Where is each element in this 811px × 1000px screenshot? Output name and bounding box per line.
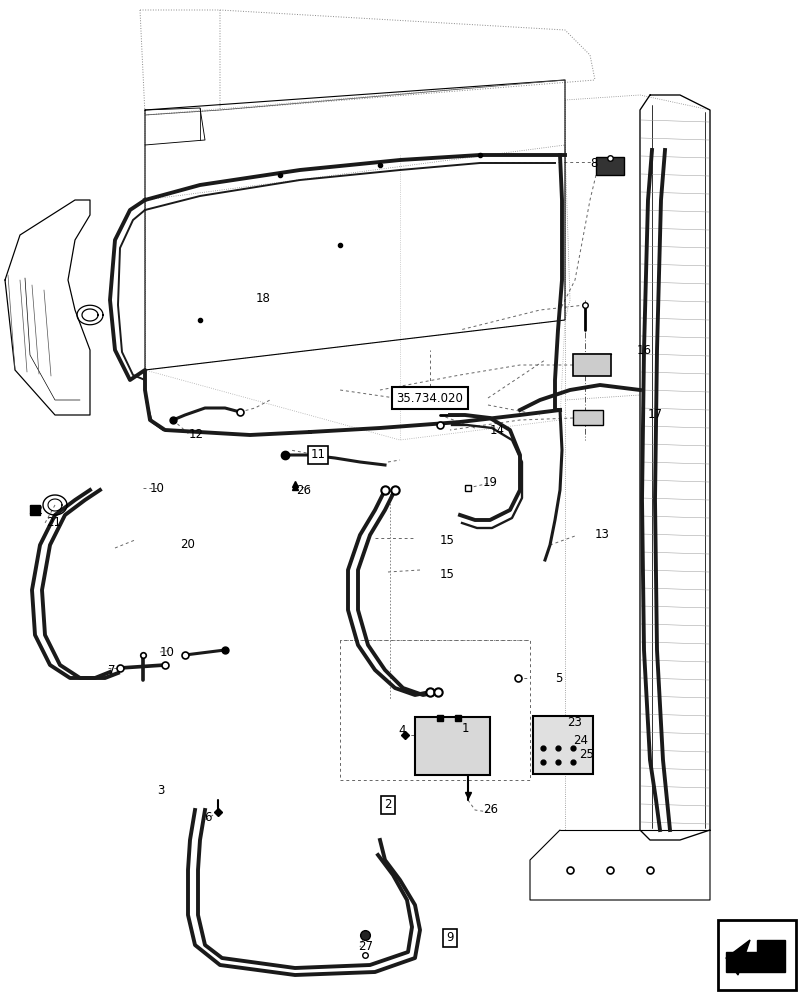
Text: 19: 19: [483, 477, 497, 489]
Text: 6: 6: [204, 811, 211, 824]
Polygon shape: [725, 940, 784, 972]
Text: 23: 23: [566, 716, 581, 729]
Text: 10: 10: [160, 646, 174, 658]
Text: 4: 4: [397, 723, 405, 736]
Text: 18: 18: [255, 292, 271, 304]
Text: 15: 15: [440, 568, 454, 582]
Text: 14: 14: [489, 424, 504, 436]
Text: 26: 26: [296, 484, 311, 496]
Text: 12: 12: [189, 428, 204, 442]
Text: 22: 22: [28, 504, 43, 516]
Text: 10: 10: [150, 482, 165, 494]
Text: 2: 2: [384, 798, 391, 811]
Text: 16: 16: [636, 344, 651, 357]
Text: 21: 21: [46, 516, 61, 530]
Text: 9: 9: [446, 931, 453, 944]
Polygon shape: [725, 940, 749, 975]
Text: 7: 7: [108, 664, 115, 676]
Text: 27: 27: [358, 940, 372, 953]
Text: 13: 13: [594, 528, 609, 542]
Text: 1: 1: [461, 721, 469, 734]
Text: 24: 24: [573, 733, 587, 746]
Text: 11: 11: [310, 448, 325, 462]
Bar: [573, 410, 603, 425]
Text: 5: 5: [554, 672, 562, 684]
Text: 3: 3: [157, 784, 164, 796]
Text: 8: 8: [590, 157, 597, 170]
Text: 35.734.020: 35.734.020: [396, 391, 463, 404]
Text: 15: 15: [440, 534, 454, 546]
Text: 25: 25: [578, 748, 593, 762]
Bar: [532, 716, 592, 774]
Bar: [573, 354, 610, 376]
Text: 26: 26: [483, 803, 497, 816]
Text: 17: 17: [647, 408, 663, 422]
Text: 20: 20: [180, 538, 195, 552]
Bar: [595, 157, 623, 175]
Bar: [717, 920, 795, 990]
Bar: [414, 717, 489, 775]
